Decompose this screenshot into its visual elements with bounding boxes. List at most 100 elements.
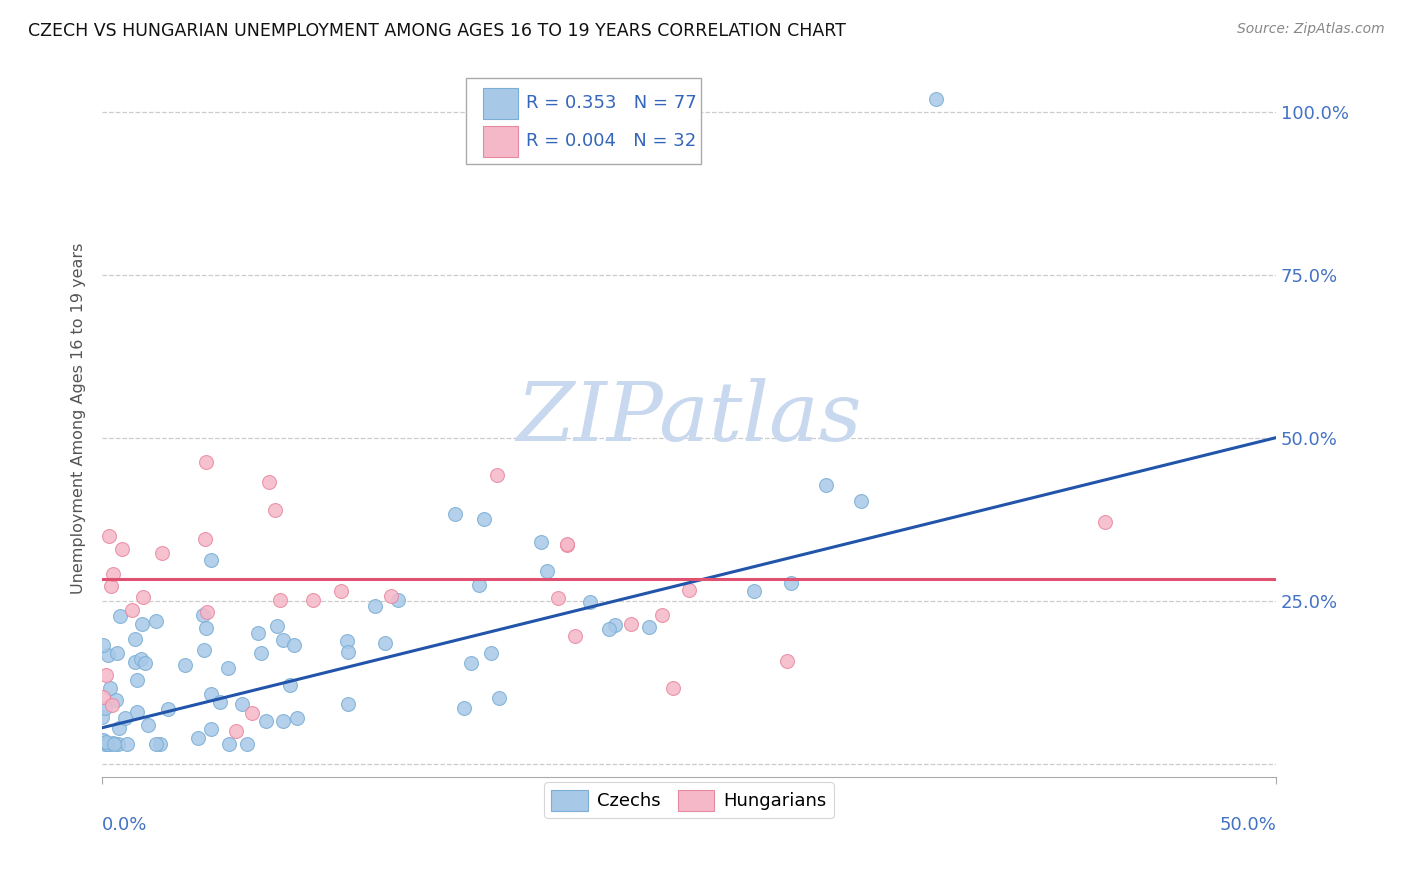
Point	[269, 592, 291, 607]
Point	[555, 537, 578, 551]
Point	[302, 593, 325, 607]
Point	[337, 645, 360, 659]
Point	[134, 656, 156, 670]
Point	[97, 529, 120, 543]
Point	[240, 706, 263, 720]
Point	[91, 690, 114, 704]
Point	[254, 714, 277, 729]
FancyBboxPatch shape	[482, 126, 517, 157]
Point	[249, 646, 271, 660]
Point	[479, 647, 502, 661]
Point	[98, 737, 121, 751]
Point	[217, 661, 239, 675]
Point	[744, 584, 766, 599]
Point	[191, 607, 214, 622]
Point	[263, 503, 285, 517]
Point	[131, 616, 153, 631]
Point	[231, 698, 253, 712]
Point	[638, 620, 661, 634]
Point	[98, 681, 121, 696]
Point	[93, 733, 115, 747]
Point	[124, 655, 146, 669]
Point	[598, 622, 620, 636]
Point	[776, 654, 799, 668]
Point	[194, 622, 217, 636]
Point	[138, 718, 160, 732]
Text: 50.0%: 50.0%	[1219, 816, 1277, 834]
Text: ZIPatlas: ZIPatlas	[516, 378, 862, 458]
Point	[108, 721, 131, 735]
Point	[125, 706, 148, 720]
Point	[564, 630, 586, 644]
Point	[121, 603, 143, 617]
Point	[145, 614, 167, 628]
Point	[101, 566, 124, 581]
Point	[278, 678, 301, 692]
Point	[108, 609, 131, 624]
Point	[329, 584, 352, 599]
Point	[127, 673, 149, 687]
Point	[662, 681, 685, 695]
Point	[488, 690, 510, 705]
FancyBboxPatch shape	[482, 87, 517, 120]
Point	[380, 589, 402, 603]
Point	[145, 737, 167, 751]
Point	[271, 714, 294, 729]
Point	[94, 701, 117, 715]
Point	[107, 737, 129, 751]
Point	[152, 546, 174, 560]
Point	[194, 455, 217, 469]
Point	[285, 711, 308, 725]
Point	[195, 605, 218, 619]
Point	[114, 711, 136, 725]
Point	[110, 541, 132, 556]
Point	[124, 632, 146, 646]
Point	[603, 618, 626, 632]
FancyBboxPatch shape	[465, 78, 700, 163]
Point	[193, 642, 215, 657]
Point	[96, 737, 118, 751]
Point	[246, 626, 269, 640]
Point	[578, 595, 600, 609]
Point	[132, 590, 155, 604]
Text: R = 0.353   N = 77: R = 0.353 N = 77	[526, 95, 697, 112]
Point	[678, 582, 700, 597]
Point	[815, 478, 838, 492]
Point	[105, 646, 128, 660]
Point	[472, 512, 495, 526]
Point	[218, 737, 240, 751]
Point	[94, 668, 117, 682]
Point	[100, 579, 122, 593]
Point	[257, 475, 280, 489]
Point	[94, 737, 117, 751]
Point	[225, 724, 247, 739]
Point	[651, 607, 673, 622]
Point	[468, 578, 491, 592]
Text: Source: ZipAtlas.com: Source: ZipAtlas.com	[1237, 22, 1385, 37]
Point	[200, 722, 222, 736]
Point	[336, 633, 359, 648]
Point	[849, 494, 872, 508]
Point	[117, 737, 139, 751]
Point	[374, 636, 396, 650]
Point	[235, 737, 257, 751]
Point	[266, 619, 288, 633]
Point	[364, 599, 387, 614]
Text: 0.0%: 0.0%	[103, 816, 148, 834]
Point	[460, 656, 482, 670]
Point	[547, 591, 569, 606]
Point	[444, 508, 467, 522]
Point	[924, 92, 946, 106]
Point	[103, 737, 125, 751]
Point	[283, 638, 305, 652]
Point	[157, 702, 180, 716]
Point	[1094, 515, 1116, 529]
Text: CZECH VS HUNGARIAN UNEMPLOYMENT AMONG AGES 16 TO 19 YEARS CORRELATION CHART: CZECH VS HUNGARIAN UNEMPLOYMENT AMONG AG…	[28, 22, 846, 40]
Point	[555, 538, 578, 552]
Point	[91, 710, 114, 724]
Point	[173, 658, 195, 673]
Point	[194, 532, 217, 546]
Point	[387, 593, 409, 607]
Legend: Czechs, Hungarians: Czechs, Hungarians	[544, 782, 834, 818]
Point	[209, 695, 232, 709]
